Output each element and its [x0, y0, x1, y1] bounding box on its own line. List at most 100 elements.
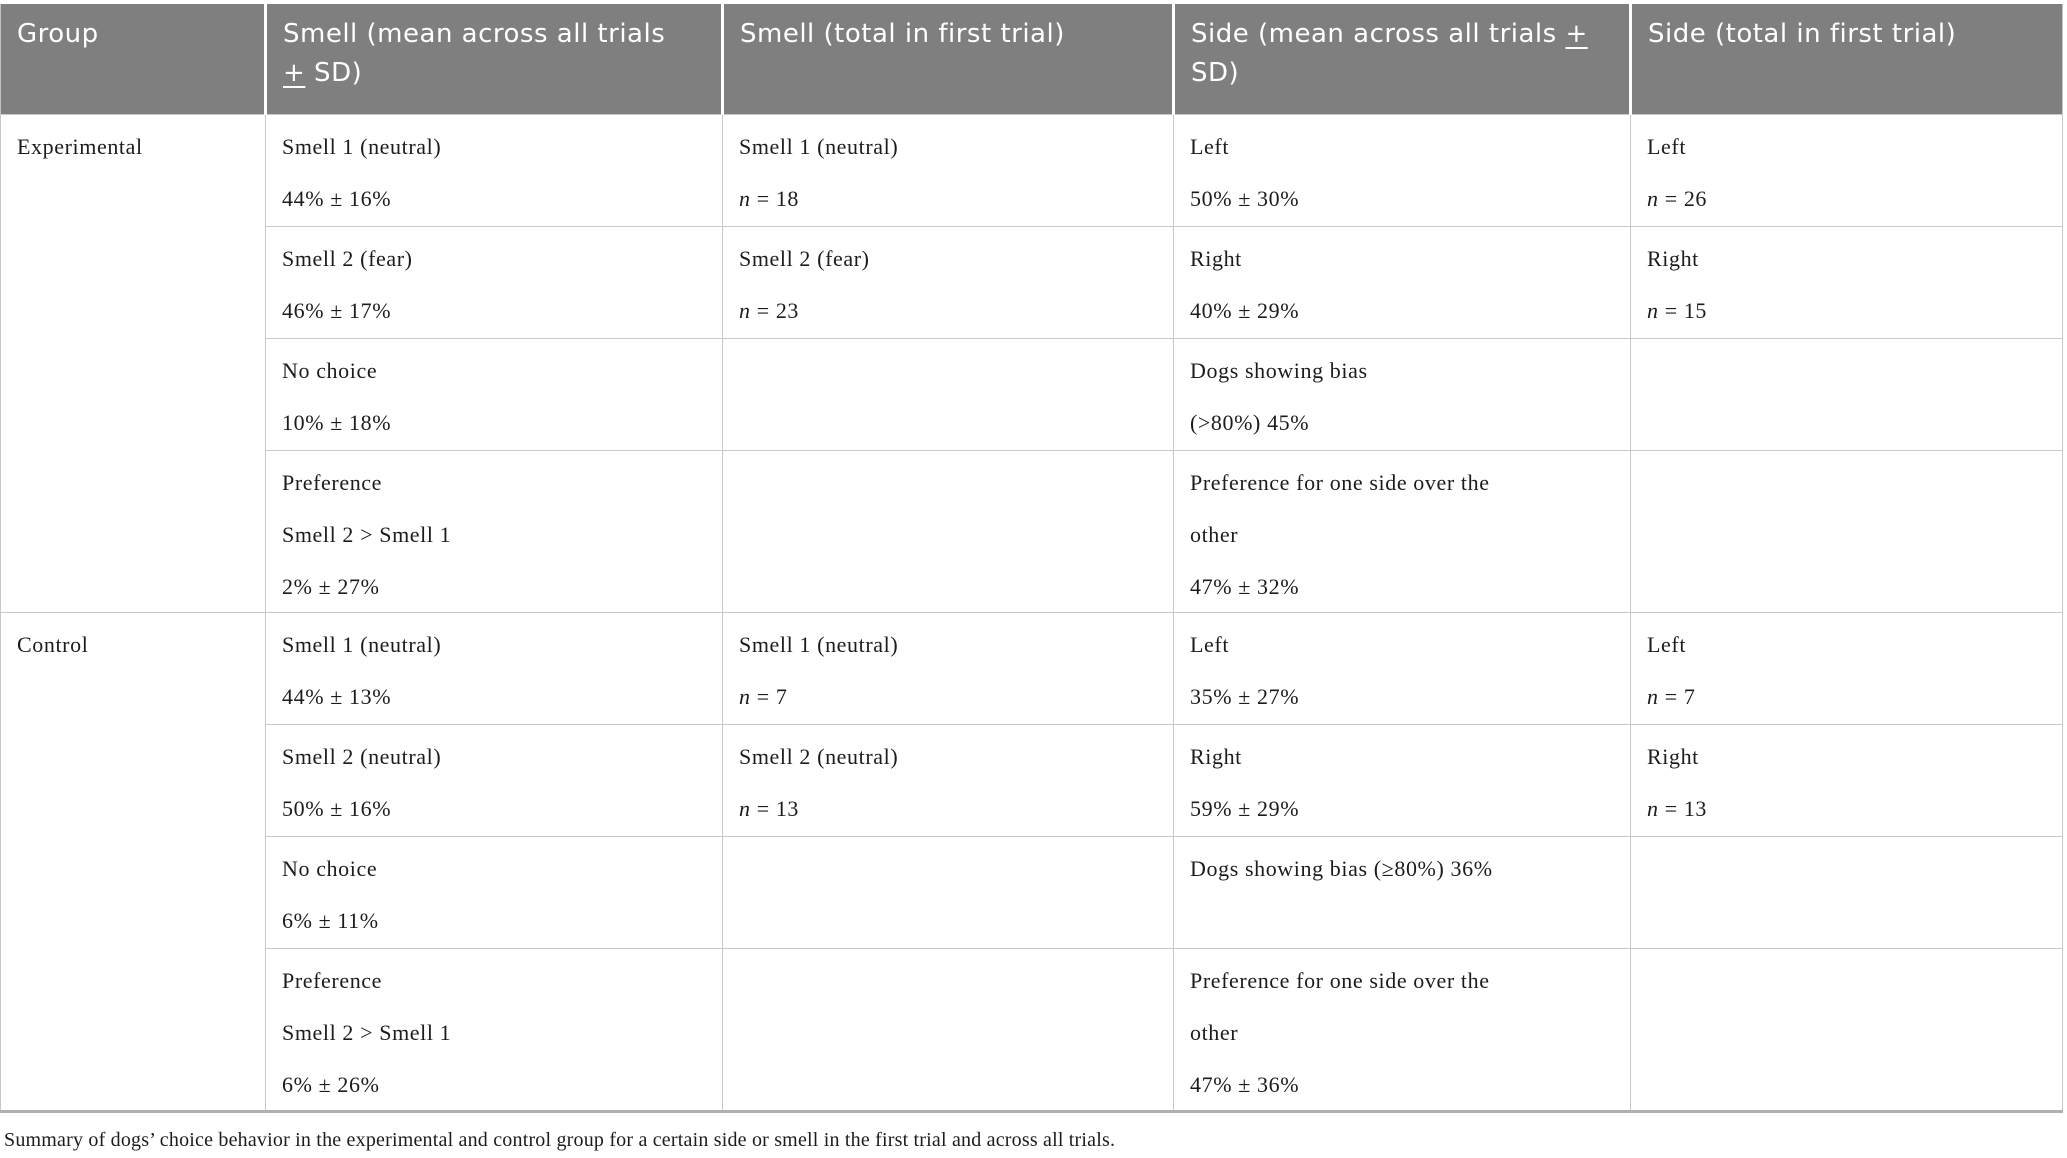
cell-line: 47% ± 32%	[1190, 573, 1300, 599]
cell-smell-mean: No choice 10% ± 18%	[265, 337, 723, 451]
cell-line: Left	[1190, 631, 1230, 657]
cell-line: 50% ± 16%	[282, 795, 392, 821]
cell-side-first	[1630, 835, 2063, 949]
plus-minus-sign: +	[283, 58, 306, 88]
results-table: Group Smell (mean across all trials + SD…	[0, 4, 2063, 1113]
cell-side-first: Right n = 15	[1630, 225, 2063, 339]
group-label: Control	[17, 631, 89, 657]
table-row: Experimental Smell 1 (neutral) 44% ± 16% …	[0, 113, 2063, 613]
cell-line: Right	[1647, 245, 1699, 271]
col-header-group: Group	[0, 4, 266, 114]
cell-line: n = 7	[739, 683, 788, 709]
table-row: Smell 2 (fear) 46% ± 17% Smell 2 (fear) n …	[1, 225, 2063, 339]
cell-smell-first: Smell 2 (neutral) n = 13	[722, 723, 1174, 837]
cell-side-first	[1630, 337, 2063, 451]
cell-smell-first	[722, 947, 1174, 1112]
table-row: No choice 10% ± 18% Dogs showing bias (>80…	[1, 337, 2063, 451]
cell-line: (>80%) 45%	[1190, 409, 1310, 435]
cell-smell-first: Smell 1 (neutral) n = 18	[722, 113, 1174, 227]
cell-side-mean: Preference for one side over the other 47%…	[1173, 947, 1631, 1112]
cell-line: 44% ± 13%	[282, 683, 392, 709]
cell-line: Smell 2 > Smell 1	[282, 521, 452, 547]
cell-line: Smell 2 (fear)	[282, 245, 413, 271]
cell-line: Right	[1190, 743, 1242, 769]
plus-minus-sign: +	[1565, 19, 1588, 49]
cell-line: Smell 1 (neutral)	[282, 631, 442, 657]
table-row: Preference Smell 2 > Smell 1 2% ± 27% Pref…	[1, 449, 2063, 613]
col-header-smell-mean: Smell (mean across all trials + SD)	[264, 4, 723, 114]
cell-smell-mean: Preference Smell 2 > Smell 1 6% ± 26%	[265, 947, 723, 1112]
cell-line: Right	[1647, 743, 1699, 769]
cell-smell-mean: Smell 1 (neutral) 44% ± 16%	[265, 113, 723, 227]
cell-line: Dogs showing bias (≥80%) 36%	[1190, 855, 1493, 881]
cell-line: n = 15	[1647, 297, 1708, 323]
group-label: Experimental	[17, 133, 143, 159]
cell-smell-mean: Preference Smell 2 > Smell 1 2% ± 27%	[265, 449, 723, 613]
cell-line: Smell 2 (neutral)	[282, 743, 442, 769]
col-header-side-first-trial: Side (total in first trial)	[1629, 4, 2063, 114]
col-header-smell-first-trial: Smell (total in first trial)	[721, 4, 1174, 114]
cell-side-first	[1630, 947, 2063, 1112]
cell-line: n = 7	[1647, 683, 1696, 709]
cell-smell-mean: Smell 2 (fear) 46% ± 17%	[265, 225, 723, 339]
cell-line: Smell 2 (neutral)	[739, 743, 899, 769]
cell-side-mean: Right 40% ± 29%	[1173, 225, 1631, 339]
table-row: Control Smell 1 (neutral) 44% ± 13% Smell…	[0, 611, 2063, 1112]
cell-line: Smell 1 (neutral)	[282, 133, 442, 159]
cell-line: Left	[1647, 631, 1687, 657]
header-row: Group Smell (mean across all trials + SD…	[0, 4, 2063, 114]
cell-side-mean: Dogs showing bias (>80%) 45%	[1173, 337, 1631, 451]
cell-line: 6% ± 26%	[282, 1071, 380, 1097]
cell-line: Preference	[282, 469, 383, 495]
cell-line: 35% ± 27%	[1190, 683, 1300, 709]
group-cell-control: Control	[0, 611, 266, 1112]
group-cell-experimental: Experimental	[0, 113, 266, 613]
cell-side-first	[1630, 449, 2063, 613]
cell-side-first: Left n = 26	[1630, 113, 2063, 227]
cell-line: other	[1190, 521, 1239, 547]
cell-line: 47% ± 36%	[1190, 1071, 1300, 1097]
cell-smell-first: Smell 1 (neutral) n = 7	[722, 611, 1174, 725]
cell-line: 59% ± 29%	[1190, 795, 1300, 821]
cell-line: n = 18	[739, 185, 800, 211]
cell-line: 46% ± 17%	[282, 297, 392, 323]
cell-line: n = 23	[739, 297, 800, 323]
cell-smell-first	[722, 835, 1174, 949]
table-row: Smell 2 (neutral) 50% ± 16% Smell 2 (neut…	[1, 723, 2063, 837]
cell-line: 10% ± 18%	[282, 409, 392, 435]
cell-line: Smell 2 (fear)	[739, 245, 870, 271]
cell-line: 6% ± 11%	[282, 907, 379, 933]
table-row: Preference Smell 2 > Smell 1 6% ± 26% Pref…	[1, 947, 2063, 1112]
cell-smell-mean: Smell 2 (neutral) 50% ± 16%	[265, 723, 723, 837]
cell-smell-first: Smell 2 (fear) n = 23	[722, 225, 1174, 339]
cell-side-mean: Preference for one side over the other 47%…	[1173, 449, 1631, 613]
cell-line: Preference for one side over the	[1190, 469, 1490, 495]
cell-line: n = 13	[739, 795, 800, 821]
cell-side-mean: Left 50% ± 30%	[1173, 113, 1631, 227]
cell-line: No choice	[282, 357, 378, 383]
cell-smell-mean: Smell 1 (neutral) 44% ± 13%	[265, 611, 723, 725]
cell-line: 40% ± 29%	[1190, 297, 1300, 323]
cell-side-mean: Left 35% ± 27%	[1173, 611, 1631, 725]
cell-line: Smell 2 > Smell 1	[282, 1019, 452, 1045]
cell-line: Right	[1190, 245, 1242, 271]
cell-smell-first	[722, 337, 1174, 451]
cell-line: other	[1190, 1019, 1239, 1045]
table-caption: Summary of dogs’ choice behavior in the …	[4, 1128, 1116, 1151]
cell-line: Preference for one side over the	[1190, 967, 1490, 993]
cell-line: n = 13	[1647, 795, 1708, 821]
cell-side-first: Left n = 7	[1630, 611, 2063, 725]
cell-line: Dogs showing bias	[1190, 357, 1368, 383]
cell-side-mean: Dogs showing bias (≥80%) 36%	[1173, 835, 1631, 949]
table-row: No choice 6% ± 11% Dogs showing bias (≥80…	[1, 835, 2063, 949]
cell-line: 50% ± 30%	[1190, 185, 1300, 211]
cell-line: 44% ± 16%	[282, 185, 392, 211]
cell-smell-mean: No choice 6% ± 11%	[265, 835, 723, 949]
cell-line: No choice	[282, 855, 378, 881]
cell-side-mean: Right 59% ± 29%	[1173, 723, 1631, 837]
cell-line: Preference	[282, 967, 383, 993]
cell-side-first: Right n = 13	[1630, 723, 2063, 837]
cell-line: Left	[1190, 133, 1230, 159]
col-header-side-mean: Side (mean across all trials + SD)	[1172, 4, 1631, 114]
